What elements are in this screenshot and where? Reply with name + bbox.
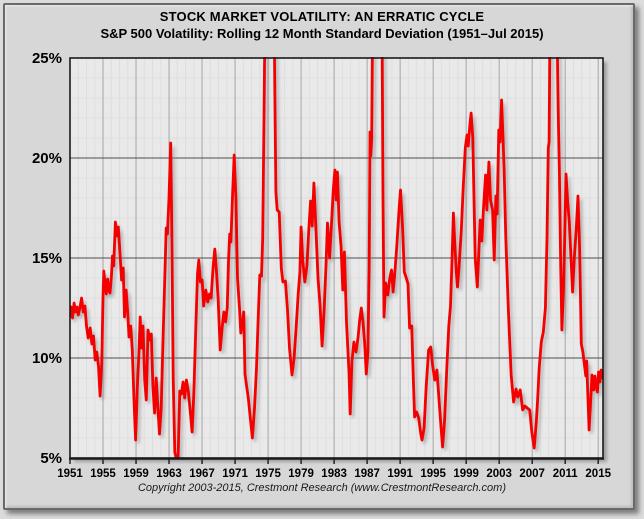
- x-tick-label: 1959: [123, 468, 149, 480]
- copyright-text: Copyright 2003-2015, Crestmont Research …: [137, 482, 507, 494]
- x-tick-label: 1963: [156, 468, 182, 480]
- x-tick-label: 2011: [553, 468, 579, 480]
- x-tick-label: 1955: [90, 468, 116, 480]
- x-tick-label: 1991: [387, 468, 413, 480]
- chart-title: STOCK MARKET VOLATILITY: AN ERRATIC CYCL…: [159, 9, 485, 24]
- x-tick-label: 2007: [519, 468, 545, 480]
- x-axis-ticks: [69, 459, 599, 464]
- y-tick-label: 20%: [32, 150, 62, 167]
- x-tick-label: 1995: [420, 468, 446, 480]
- x-tick-label: 2003: [486, 468, 512, 480]
- x-tick-label: 1983: [321, 468, 347, 480]
- x-tick-label: 1967: [189, 468, 215, 480]
- x-tick-label: 1979: [288, 468, 314, 480]
- x-tick-label: 1987: [354, 468, 380, 480]
- y-tick-label: 15%: [32, 250, 62, 267]
- y-tick-label: 5%: [40, 450, 62, 467]
- x-tick-label: 1971: [222, 468, 248, 480]
- y-tick-label: 10%: [32, 350, 62, 367]
- chart-subtitle: S&P 500 Volatility: Rolling 12 Month Sta…: [100, 26, 544, 41]
- x-tick-label: 1999: [453, 468, 479, 480]
- x-tick-label: 2015: [585, 468, 611, 480]
- x-tick-label: 1975: [255, 468, 281, 480]
- y-tick-label: 25%: [32, 50, 62, 67]
- x-tick-label: 1951: [57, 468, 83, 480]
- volatility-line: [70, 57, 603, 459]
- x-axis-labels: 1951 1955 1959 1963 1967 1971 1975 1979 1983 1987…: [57, 468, 611, 480]
- y-axis-labels: 25% 20% 15% 10% 5%: [32, 50, 62, 467]
